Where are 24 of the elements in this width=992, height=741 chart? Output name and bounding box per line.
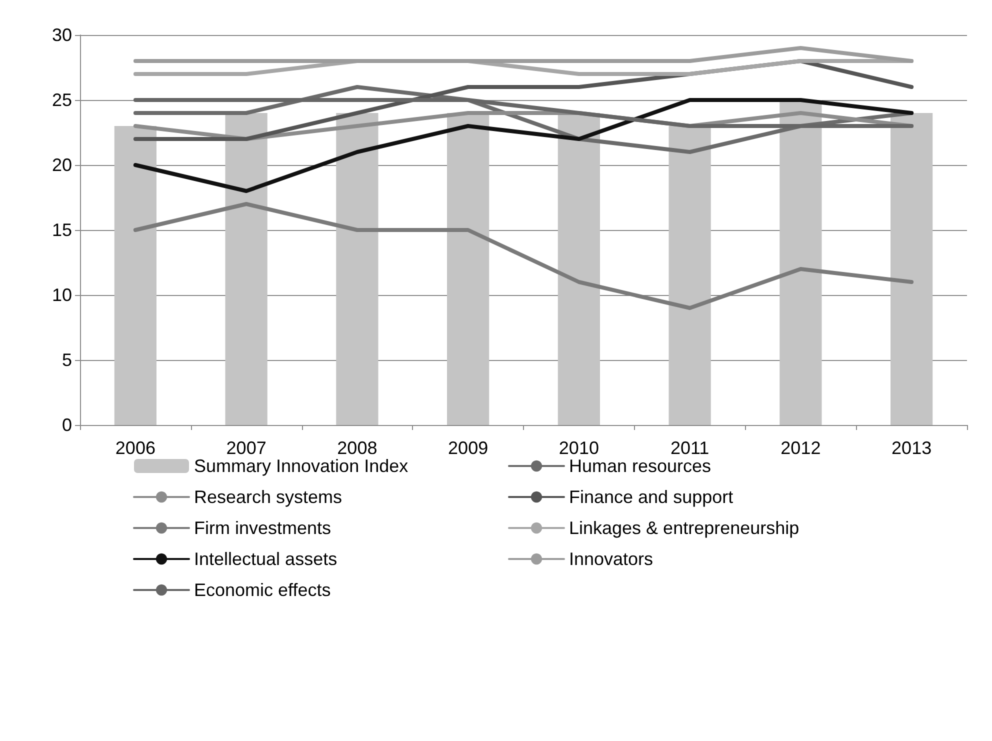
x-tick-label: 2012 — [780, 438, 821, 458]
legend-label: Intellectual assets — [194, 549, 338, 569]
y-tick-label: 20 — [52, 155, 72, 175]
legend-label: Research systems — [194, 487, 342, 507]
x-tick-label: 2013 — [892, 438, 932, 458]
y-tick-label: 5 — [62, 350, 72, 370]
x-tick-label: 2006 — [115, 438, 156, 458]
y-tick-label: 25 — [52, 90, 72, 110]
legend-label: Summary Innovation Index — [194, 456, 408, 476]
y-tick-label: 15 — [52, 220, 72, 240]
x-tick-label: 2008 — [337, 438, 378, 458]
x-tick-label: 2007 — [226, 438, 266, 458]
y-tick-label: 10 — [52, 285, 72, 305]
legend-label: Linkages & entrepreneurship — [569, 518, 800, 538]
x-tick-label: 2010 — [558, 438, 599, 458]
legend-label: Economic effects — [194, 580, 331, 600]
x-tick-label: 2009 — [448, 438, 488, 458]
y-tick-label: 0 — [62, 415, 72, 435]
legend-label: Firm investments — [194, 518, 332, 538]
y-tick-label: 30 — [52, 25, 72, 45]
legend-label: Innovators — [569, 549, 654, 569]
legend-label: Human resources — [569, 456, 712, 476]
legend-label: Finance and support — [569, 487, 734, 507]
x-tick-label: 2011 — [670, 438, 710, 458]
